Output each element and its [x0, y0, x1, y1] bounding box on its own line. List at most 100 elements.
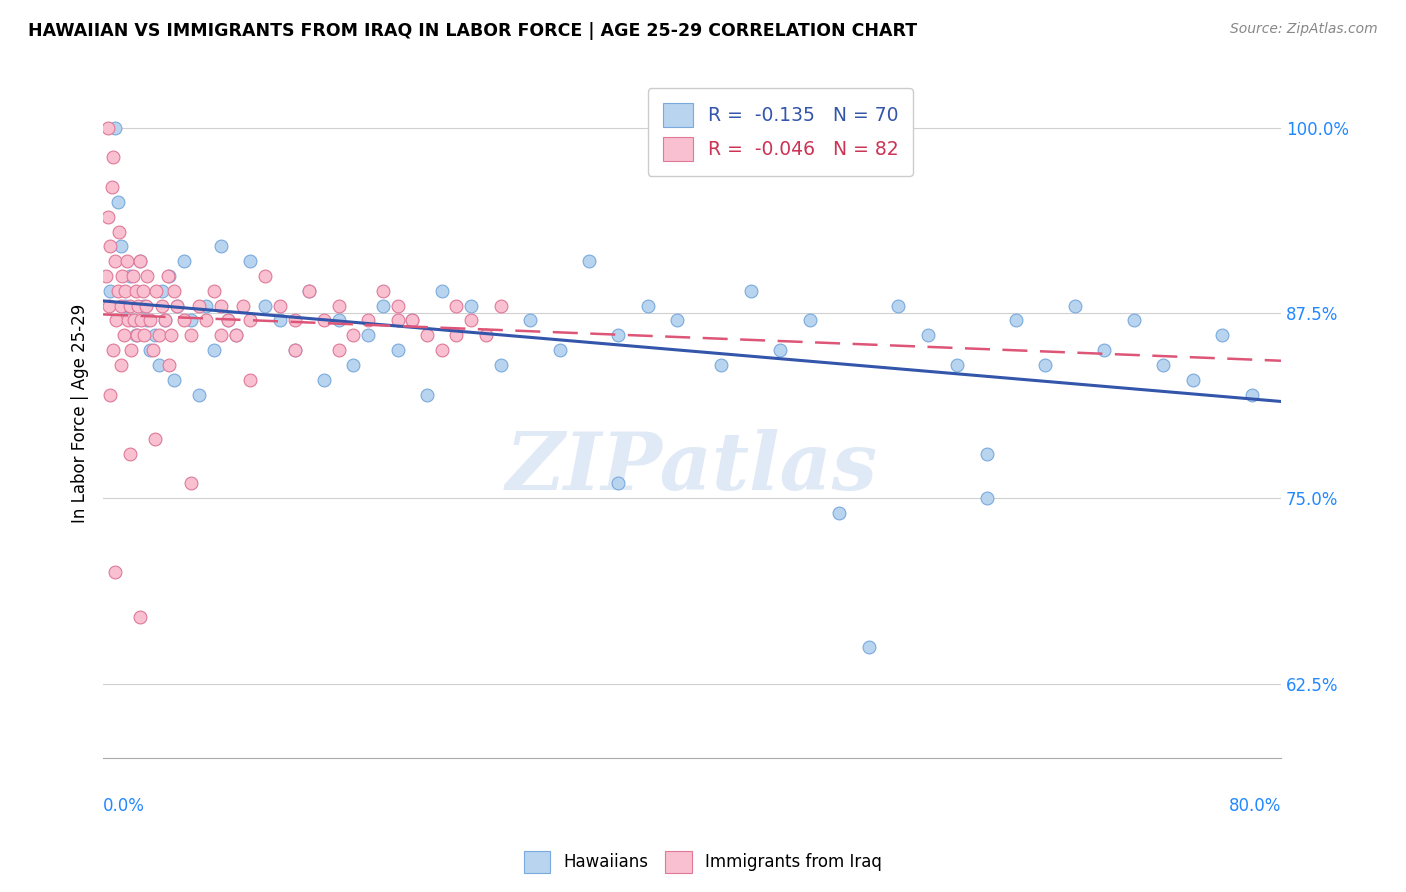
Point — [225, 328, 247, 343]
Point — [104, 566, 127, 580]
Point — [858, 640, 880, 654]
Point — [136, 268, 159, 283]
Point — [110, 299, 132, 313]
Point — [416, 387, 439, 401]
Point — [387, 313, 409, 327]
Y-axis label: In Labor Force | Age 25-29: In Labor Force | Age 25-29 — [72, 303, 89, 523]
Point — [217, 313, 239, 327]
Point — [110, 358, 132, 372]
Point — [134, 299, 156, 313]
Point — [139, 313, 162, 327]
Point — [328, 313, 350, 327]
Point — [104, 120, 127, 135]
Point — [94, 268, 117, 283]
Point — [489, 358, 512, 372]
Point — [976, 491, 998, 506]
Point — [328, 299, 350, 313]
Point — [1211, 328, 1233, 343]
Point — [298, 284, 321, 298]
Point — [209, 299, 232, 313]
Point — [131, 313, 153, 327]
Point — [342, 328, 364, 343]
Point — [163, 373, 186, 387]
Point — [160, 328, 183, 343]
Point — [96, 120, 118, 135]
Point — [142, 343, 165, 357]
Point — [173, 313, 195, 327]
Point — [122, 313, 145, 327]
Point — [342, 358, 364, 372]
Legend: Hawaiians, Immigrants from Iraq: Hawaiians, Immigrants from Iraq — [517, 845, 889, 880]
Point — [120, 343, 142, 357]
Point — [105, 313, 128, 327]
Point — [401, 313, 423, 327]
Point — [1122, 313, 1144, 327]
Point — [887, 299, 910, 313]
Text: 0.0%: 0.0% — [103, 797, 145, 814]
Point — [145, 284, 167, 298]
Point — [166, 299, 188, 313]
Point — [430, 343, 453, 357]
Point — [637, 299, 659, 313]
Point — [135, 299, 157, 313]
Point — [180, 476, 202, 491]
Point — [209, 328, 232, 343]
Point — [976, 447, 998, 461]
Point — [150, 299, 173, 313]
Point — [387, 299, 409, 313]
Point — [799, 313, 821, 327]
Point — [117, 313, 139, 327]
Point — [446, 299, 468, 313]
Point — [283, 343, 305, 357]
Point — [283, 343, 305, 357]
Point — [150, 284, 173, 298]
Point — [209, 239, 232, 253]
Point — [328, 343, 350, 357]
Point — [548, 343, 571, 357]
Text: 80.0%: 80.0% — [1229, 797, 1281, 814]
Point — [489, 299, 512, 313]
Point — [104, 254, 127, 268]
Point — [239, 254, 262, 268]
Point — [1092, 343, 1115, 357]
Point — [124, 328, 146, 343]
Point — [153, 313, 176, 327]
Point — [269, 299, 291, 313]
Point — [401, 313, 423, 327]
Point — [101, 180, 124, 194]
Point — [108, 225, 131, 239]
Point — [371, 299, 394, 313]
Point — [254, 299, 277, 313]
Point — [430, 284, 453, 298]
Point — [1240, 387, 1263, 401]
Legend: R =  -0.135   N = 70, R =  -0.046   N = 82: R = -0.135 N = 70, R = -0.046 N = 82 — [648, 88, 912, 176]
Point — [111, 268, 134, 283]
Point — [1005, 313, 1028, 327]
Point — [157, 358, 180, 372]
Point — [143, 432, 166, 446]
Point — [195, 313, 218, 327]
Point — [180, 313, 202, 327]
Point — [148, 358, 170, 372]
Point — [118, 268, 141, 283]
Point — [118, 447, 141, 461]
Point — [269, 313, 291, 327]
Point — [114, 299, 136, 313]
Point — [917, 328, 939, 343]
Point — [129, 254, 152, 268]
Point — [357, 328, 380, 343]
Point — [460, 299, 482, 313]
Point — [225, 328, 247, 343]
Point — [103, 151, 125, 165]
Point — [100, 284, 122, 298]
Point — [666, 313, 689, 327]
Point — [1063, 299, 1085, 313]
Point — [129, 254, 152, 268]
Point — [475, 328, 498, 343]
Point — [112, 328, 135, 343]
Point — [121, 313, 143, 327]
Point — [416, 328, 439, 343]
Text: Source: ZipAtlas.com: Source: ZipAtlas.com — [1230, 22, 1378, 37]
Point — [98, 299, 121, 313]
Point — [1152, 358, 1174, 372]
